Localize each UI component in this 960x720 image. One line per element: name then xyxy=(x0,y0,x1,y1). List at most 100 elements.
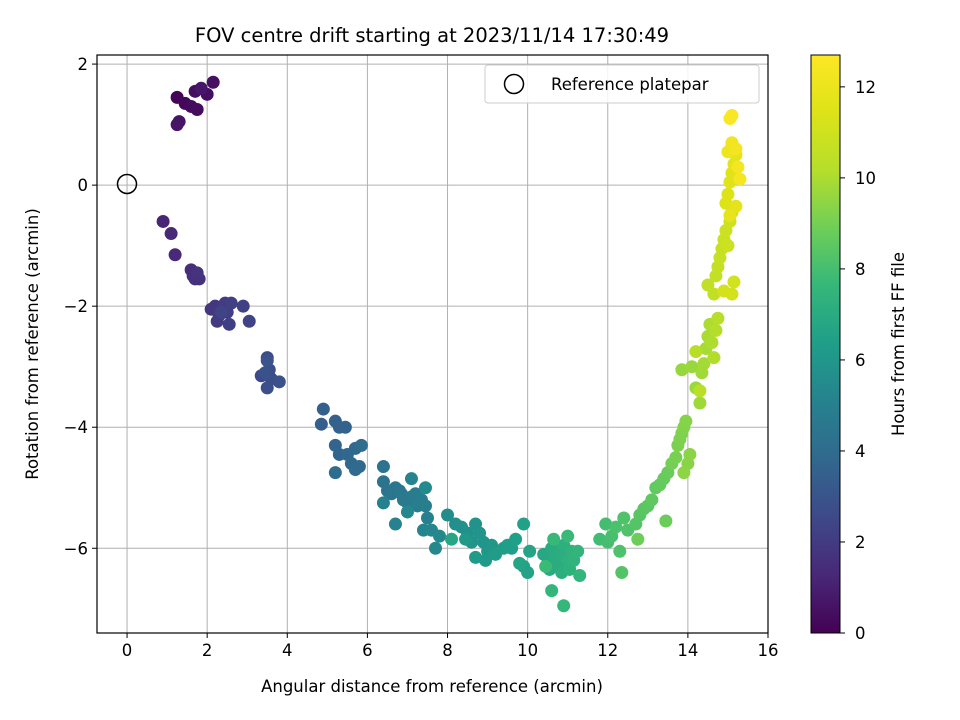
data-point xyxy=(316,402,330,416)
data-point xyxy=(400,505,414,519)
data-point xyxy=(418,499,432,513)
y-tick-label: 0 xyxy=(78,176,89,195)
legend-marker xyxy=(503,73,525,95)
data-point xyxy=(725,109,739,123)
data-point xyxy=(711,311,725,325)
colorbar-tick-label: 0 xyxy=(855,624,866,643)
data-point xyxy=(170,118,184,132)
data-point xyxy=(272,375,286,389)
x-tick-label: 0 xyxy=(122,641,133,660)
data-point xyxy=(659,514,673,528)
data-point xyxy=(441,508,455,522)
data-point xyxy=(404,472,418,486)
data-point xyxy=(352,460,366,474)
data-point xyxy=(521,565,535,579)
y-axis-label: Rotation from reference (arcmin) xyxy=(23,208,42,480)
data-point xyxy=(214,305,228,319)
x-tick-label: 12 xyxy=(597,641,618,660)
data-point xyxy=(206,75,220,89)
data-point xyxy=(547,532,561,546)
data-point xyxy=(459,532,473,546)
data-point xyxy=(242,314,256,328)
data-point xyxy=(545,584,559,598)
data-point xyxy=(571,544,585,558)
data-point xyxy=(697,357,711,371)
data-point xyxy=(194,81,208,95)
data-point xyxy=(168,248,182,262)
data-point xyxy=(685,360,699,374)
data-point xyxy=(557,599,571,613)
data-point xyxy=(599,517,613,531)
data-point xyxy=(388,517,402,531)
colorbar: 0 2 4 6 8 10 12 Hours from first FF file xyxy=(810,54,908,643)
data-point xyxy=(539,559,553,573)
data-point xyxy=(418,481,432,495)
legend-label: Reference platepar xyxy=(551,75,709,94)
data-point xyxy=(236,299,250,313)
plot-frame xyxy=(96,54,769,634)
data-point xyxy=(260,354,274,368)
data-point xyxy=(729,142,743,156)
colorbar-ticks: 0 2 4 6 8 10 12 xyxy=(840,78,876,643)
y-axis: −6 −4 −2 0 2 xyxy=(64,55,97,558)
colorbar-tick-label: 10 xyxy=(855,169,876,188)
y-tick-label: −4 xyxy=(64,418,88,437)
data-point xyxy=(669,450,683,464)
data-point xyxy=(561,529,575,543)
data-point xyxy=(376,496,390,510)
x-tick-label: 16 xyxy=(758,641,779,660)
data-point xyxy=(479,553,493,567)
data-point xyxy=(156,214,170,228)
legend-box xyxy=(484,64,760,104)
y-tick-label: −6 xyxy=(64,539,88,558)
data-point xyxy=(429,541,443,555)
data-point xyxy=(705,335,719,349)
data-point xyxy=(645,493,659,507)
data-point xyxy=(469,550,483,564)
data-point xyxy=(517,517,531,531)
y-tick-label: −2 xyxy=(64,297,88,316)
data-point xyxy=(615,565,629,579)
colorbar-tick-label: 6 xyxy=(855,351,866,370)
data-point xyxy=(707,287,721,301)
data-point xyxy=(733,172,747,186)
data-point xyxy=(707,351,721,365)
x-tick-label: 2 xyxy=(202,641,213,660)
data-point xyxy=(260,381,274,395)
x-tick-label: 4 xyxy=(282,641,293,660)
data-point xyxy=(675,363,689,377)
data-point xyxy=(731,160,745,174)
data-point xyxy=(190,266,204,280)
colorbar-gradient xyxy=(810,54,841,634)
data-point xyxy=(445,532,459,546)
reference-platepar-marker xyxy=(116,173,138,195)
data-point xyxy=(721,187,735,201)
data-point xyxy=(693,396,707,410)
data-point xyxy=(677,466,691,480)
colorbar-tick-label: 4 xyxy=(855,442,866,461)
data-point xyxy=(420,511,434,525)
data-point xyxy=(679,414,693,428)
data-point xyxy=(354,438,368,452)
data-point xyxy=(224,296,238,310)
data-point xyxy=(376,460,390,474)
data-point xyxy=(190,102,204,116)
data-point xyxy=(723,208,737,222)
data-point xyxy=(717,284,731,298)
data-point xyxy=(573,569,587,583)
data-point xyxy=(258,366,272,380)
data-point xyxy=(683,447,697,461)
data-point xyxy=(338,420,352,434)
colorbar-tick-label: 8 xyxy=(855,260,866,279)
legend: Reference platepar xyxy=(484,64,760,104)
data-point xyxy=(693,384,707,398)
x-tick-label: 14 xyxy=(677,641,698,660)
y-tick-label: 2 xyxy=(78,55,89,74)
data-point xyxy=(222,317,236,331)
data-point xyxy=(314,417,328,431)
x-tick-label: 10 xyxy=(517,641,538,660)
data-point xyxy=(523,544,537,558)
data-point xyxy=(617,511,631,525)
data-point xyxy=(433,529,447,543)
data-points xyxy=(156,75,747,613)
